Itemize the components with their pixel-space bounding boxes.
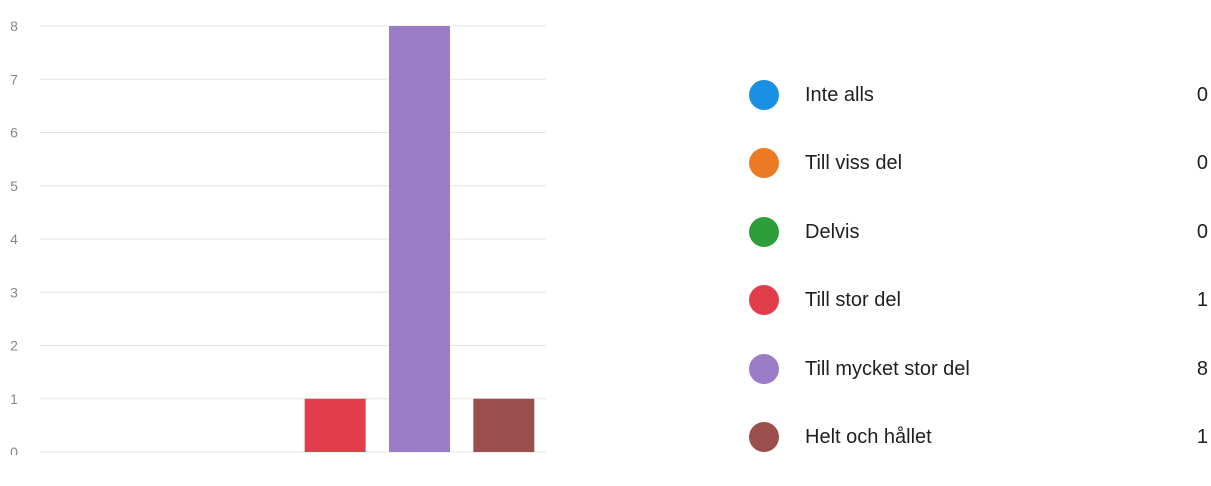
gridlines: [40, 25, 546, 453]
bar-chart: 0 1 2 3 4 5 6 7 8: [0, 0, 560, 455]
legend-dot: [749, 353, 779, 384]
legend-item-delvis: Delvis 0: [745, 213, 1211, 281]
legend-label: Helt och hållet: [805, 425, 932, 448]
legend-count: 0: [1196, 220, 1208, 243]
y-tick-label: 4: [10, 231, 18, 247]
y-tick-label: 0: [10, 444, 18, 455]
y-tick-label: 8: [10, 18, 18, 34]
legend-label: Inte alls: [805, 84, 874, 106]
legend-item-inte-alls: Inte alls 0: [745, 76, 1211, 144]
legend-item-helt-och-hallet: Helt och hållet 1: [745, 418, 1211, 486]
y-axis-ticks: 0 1 2 3 4 5 6 7 8: [10, 18, 18, 455]
legend: Inte alls 0 Till viss del 0 Delvis 0 Til…: [745, 76, 1211, 486]
y-tick-label: 3: [10, 284, 18, 300]
legend-label: Till viss del: [805, 152, 903, 175]
bar-till-mycket-stor-del: [389, 26, 450, 452]
legend-label: Till mycket stor del: [805, 357, 970, 380]
y-tick-label: 7: [10, 71, 18, 87]
legend-count: 1: [1196, 425, 1208, 448]
bar-till-stor-del: [304, 398, 366, 452]
y-tick-label: 5: [10, 178, 18, 194]
legend-dot: [749, 80, 779, 110]
legend-count: 0: [1196, 84, 1208, 106]
bars: [304, 26, 535, 452]
legend-item-till-viss-del: Till viss del 0: [745, 144, 1211, 212]
legend-count: 1: [1196, 289, 1208, 312]
y-tick-label: 2: [10, 338, 18, 354]
y-tick-label: 1: [10, 391, 18, 407]
legend-item-till-stor-del: Till stor del 1: [745, 281, 1211, 349]
legend-count: 8: [1196, 357, 1208, 380]
bar-helt-och-h-llet: [473, 398, 535, 452]
bar-chart-svg: 0 1 2 3 4 5 6 7 8: [10, 18, 546, 455]
legend-count: 0: [1196, 152, 1208, 175]
legend-item-till-mycket-stor-del: Till mycket stor del 8: [745, 350, 1211, 418]
legend-label: Till stor del: [805, 289, 901, 312]
legend-dot: [749, 216, 779, 247]
legend-dot: [749, 421, 779, 452]
legend-dot: [749, 148, 779, 179]
y-tick-label: 6: [10, 125, 18, 141]
legend-dot: [749, 285, 779, 316]
legend-label: Delvis: [805, 220, 860, 243]
